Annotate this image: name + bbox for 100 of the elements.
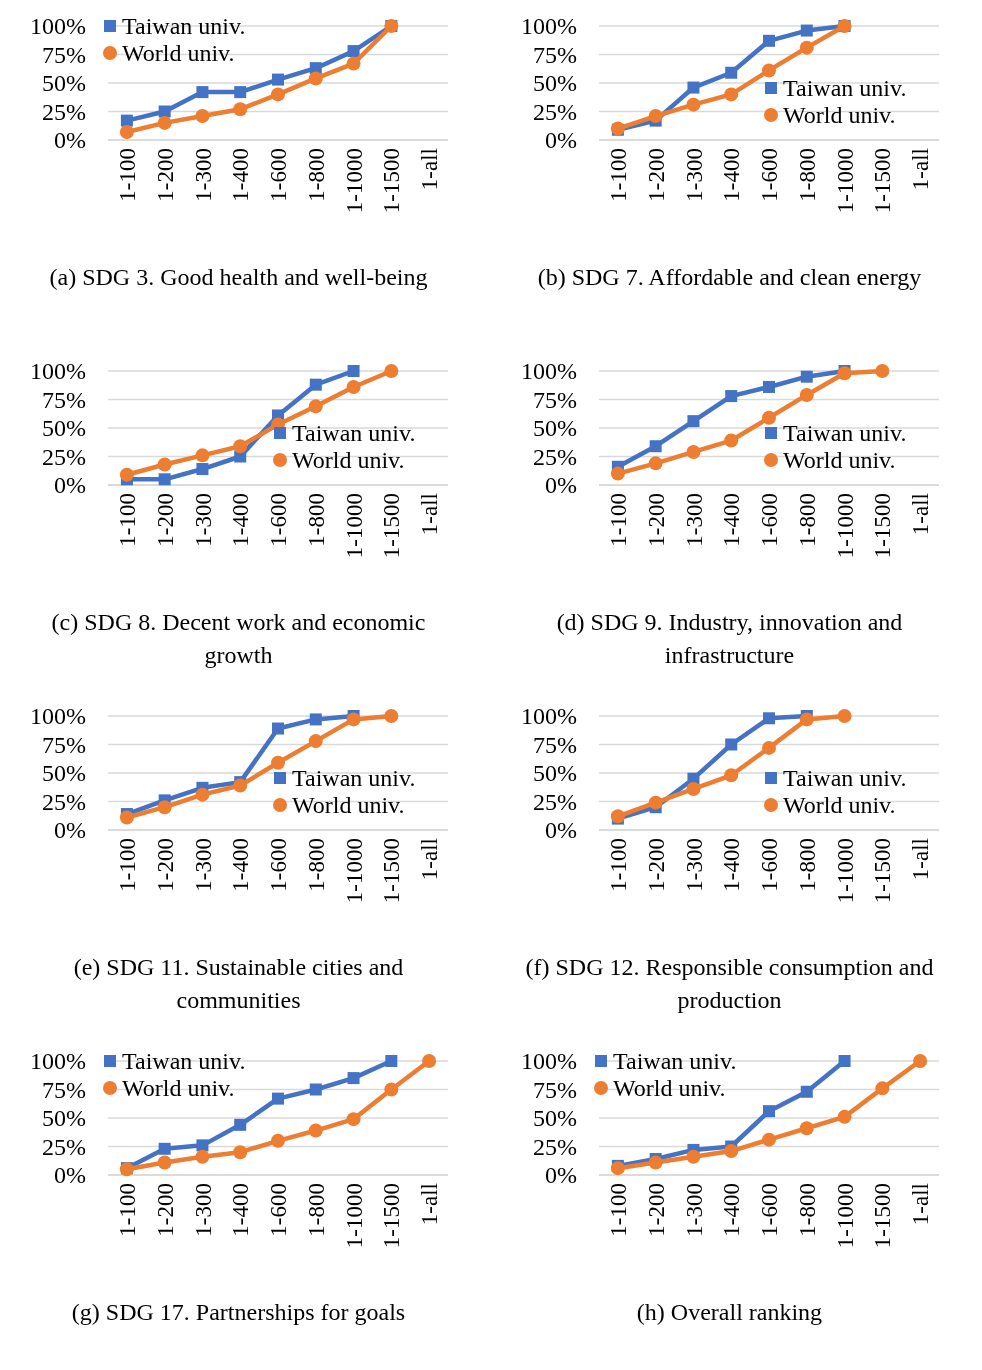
x-tick-label: 1-all	[417, 838, 443, 881]
x-tick-label: 1-200	[643, 493, 669, 547]
x-tick-label: 1-600	[757, 1183, 783, 1237]
x-tick-label: 1-all	[417, 148, 443, 191]
x-tick-label: 1-200	[152, 1183, 178, 1237]
legend-label: Taiwan univ.	[292, 420, 416, 447]
x-tick-label: 1-1000	[832, 838, 858, 904]
x-tick-label: 1-600	[266, 1183, 292, 1237]
x-tick-label: 1-800	[303, 1183, 329, 1237]
y-tick-label: 50%	[533, 760, 577, 787]
x-tick-label: 1-400	[719, 493, 745, 547]
point	[271, 755, 285, 770]
point	[196, 1139, 209, 1152]
point	[196, 463, 209, 476]
x-tick-label: 1-1500	[379, 838, 405, 904]
x-tick-label: 1-1000	[341, 148, 367, 214]
point	[308, 399, 323, 414]
point	[233, 102, 248, 117]
y-tick-label: 75%	[42, 386, 86, 413]
x-tick-label: 1-1000	[341, 1183, 367, 1249]
point	[799, 712, 814, 727]
y-tick-label: 75%	[42, 1076, 86, 1103]
x-tick-label: 1-100	[605, 148, 631, 202]
y-tick-label: 100%	[521, 13, 577, 40]
x-tick-label: 1-300	[681, 493, 707, 547]
point	[686, 97, 701, 112]
x-tick-label: 1-800	[303, 838, 329, 892]
x-tick-label: 1-1000	[341, 493, 367, 559]
legend-label: World univ.	[783, 102, 896, 129]
x-tick-label: 1-1500	[870, 493, 896, 559]
x-tick-label: 1-300	[190, 493, 216, 547]
x-tick-label: 1-600	[757, 148, 783, 202]
y-tick-label: 0%	[545, 817, 577, 844]
point	[271, 1133, 285, 1148]
legend-label: World univ.	[783, 447, 896, 474]
point	[347, 365, 360, 377]
y-tick-label: 50%	[533, 70, 577, 97]
y-tick-label: 50%	[533, 415, 577, 442]
y-tick-label: 25%	[42, 443, 86, 470]
x-tick-label: 1-400	[228, 148, 254, 202]
text: (g) SDG 17. Partnerships for goals	[71, 1299, 406, 1325]
x-tick-label: 1-200	[643, 1183, 669, 1237]
y-tick-label: 50%	[533, 1105, 577, 1132]
x-tick-label: 1-100	[114, 148, 140, 202]
y-tick-label: 0%	[545, 472, 577, 499]
point	[763, 1105, 775, 1118]
text: (f) SDG 12. Responsible consumption and production	[525, 954, 934, 1013]
y-tick-label: 50%	[42, 70, 86, 97]
point	[610, 1161, 625, 1176]
legend-label: World univ.	[613, 1075, 726, 1102]
text: (a) SDG 3. Good health and well-being	[49, 264, 428, 290]
point	[762, 1132, 776, 1147]
point	[763, 712, 775, 725]
x-tick-label: 1-all	[908, 148, 934, 191]
point	[157, 457, 172, 472]
point	[308, 1123, 323, 1138]
x-tick-label: 1-100	[114, 838, 140, 892]
y-tick-label: 100%	[30, 13, 86, 40]
point	[762, 740, 776, 755]
y-tick-label: 25%	[533, 788, 577, 815]
x-tick-label: 1-300	[190, 838, 216, 892]
x-tick-label: 1-200	[152, 838, 178, 892]
point	[195, 109, 210, 124]
y-tick-label: 100%	[30, 358, 86, 385]
point	[687, 415, 700, 428]
x-tick-label: 1-300	[681, 1183, 707, 1237]
point	[233, 1145, 248, 1160]
x-tick-label: 1-200	[152, 148, 178, 202]
point	[725, 738, 738, 751]
x-tick-label: 1-100	[605, 493, 631, 547]
point	[800, 24, 813, 37]
y-tick-label: 25%	[533, 443, 577, 470]
point	[346, 379, 361, 394]
x-tick-label: 1-100	[605, 1183, 631, 1237]
point	[271, 87, 285, 102]
point	[119, 467, 134, 482]
point	[913, 1054, 928, 1068]
x-tick-label: 1-800	[303, 493, 329, 547]
point	[648, 109, 663, 124]
y-tick-label: 100%	[30, 1048, 86, 1075]
y-tick-label: 0%	[545, 127, 577, 154]
x-tick-label: 1-200	[643, 838, 669, 892]
x-tick-label: 1-300	[681, 148, 707, 202]
point	[762, 410, 776, 425]
y-tick-label: 75%	[42, 41, 86, 68]
x-tick-label: 1-100	[114, 493, 140, 547]
point	[686, 444, 701, 459]
point	[724, 1144, 739, 1159]
legend-label: World univ.	[122, 1075, 235, 1102]
x-tick-label: 1-1500	[870, 148, 896, 214]
text: (b) SDG 7. Affordable and clean energy	[537, 264, 922, 290]
point	[875, 1081, 890, 1096]
legend-label: World univ.	[783, 792, 896, 819]
point	[233, 439, 248, 454]
point	[119, 125, 134, 140]
point	[195, 448, 210, 463]
point	[157, 800, 172, 815]
point	[157, 1155, 172, 1170]
x-tick-label: 1-400	[228, 1183, 254, 1237]
point	[837, 366, 852, 381]
